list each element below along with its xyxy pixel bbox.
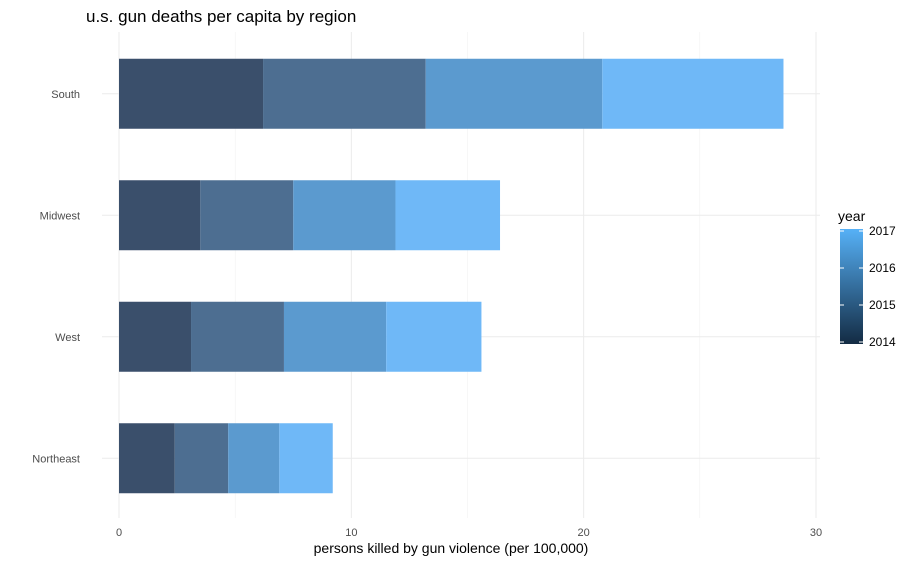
bar-northeast-2017: [279, 423, 333, 494]
bar-west-2014: [119, 301, 192, 372]
bar-midwest-2014: [119, 180, 201, 251]
y-tick-label-west: West: [55, 332, 80, 344]
y-tick-labels: South Midwest West Northeast: [32, 89, 80, 466]
bar-south-2017: [602, 58, 784, 129]
y-tick-label-northeast: Northeast: [32, 453, 80, 465]
legend-label-2017: 2017: [869, 224, 896, 238]
bar-northeast-2016: [228, 423, 280, 494]
y-tick-label-south: South: [51, 89, 80, 101]
legend-title: year: [838, 208, 866, 224]
x-tick-label: 0: [116, 527, 122, 539]
legend-label-2015: 2015: [869, 298, 896, 312]
bar-northeast-2015: [174, 423, 229, 494]
bar-west-2017: [386, 301, 482, 372]
x-tick-label: 30: [810, 527, 822, 539]
legend-label-2016: 2016: [869, 261, 896, 275]
bar-west-2016: [283, 301, 387, 372]
bar-midwest-2016: [293, 180, 396, 251]
chart-title: u.s. gun deaths per capita by region: [86, 7, 356, 26]
bar-south-2015: [263, 58, 426, 129]
x-tick-labels: 0 10 20 30: [116, 527, 822, 539]
x-tick-label: 10: [345, 527, 357, 539]
legend-label-2014: 2014: [869, 335, 896, 349]
bars: [119, 58, 784, 494]
bar-northeast-2014: [119, 423, 175, 494]
bar-south-2016: [425, 58, 603, 129]
x-axis-title: persons killed by gun violence (per 100,…: [314, 540, 589, 556]
bar-west-2015: [191, 301, 284, 372]
bar-midwest-2017: [395, 180, 501, 251]
bar-south-2014: [119, 58, 264, 129]
legend-ticks: 2017 2016 2015 2014: [840, 224, 896, 349]
legend: year 2017 2016 2015 2014: [838, 208, 896, 349]
legend-colorbar: [840, 229, 863, 344]
bar-midwest-2015: [200, 180, 294, 251]
y-tick-label-midwest: Midwest: [40, 210, 80, 222]
x-tick-label: 20: [578, 527, 590, 539]
